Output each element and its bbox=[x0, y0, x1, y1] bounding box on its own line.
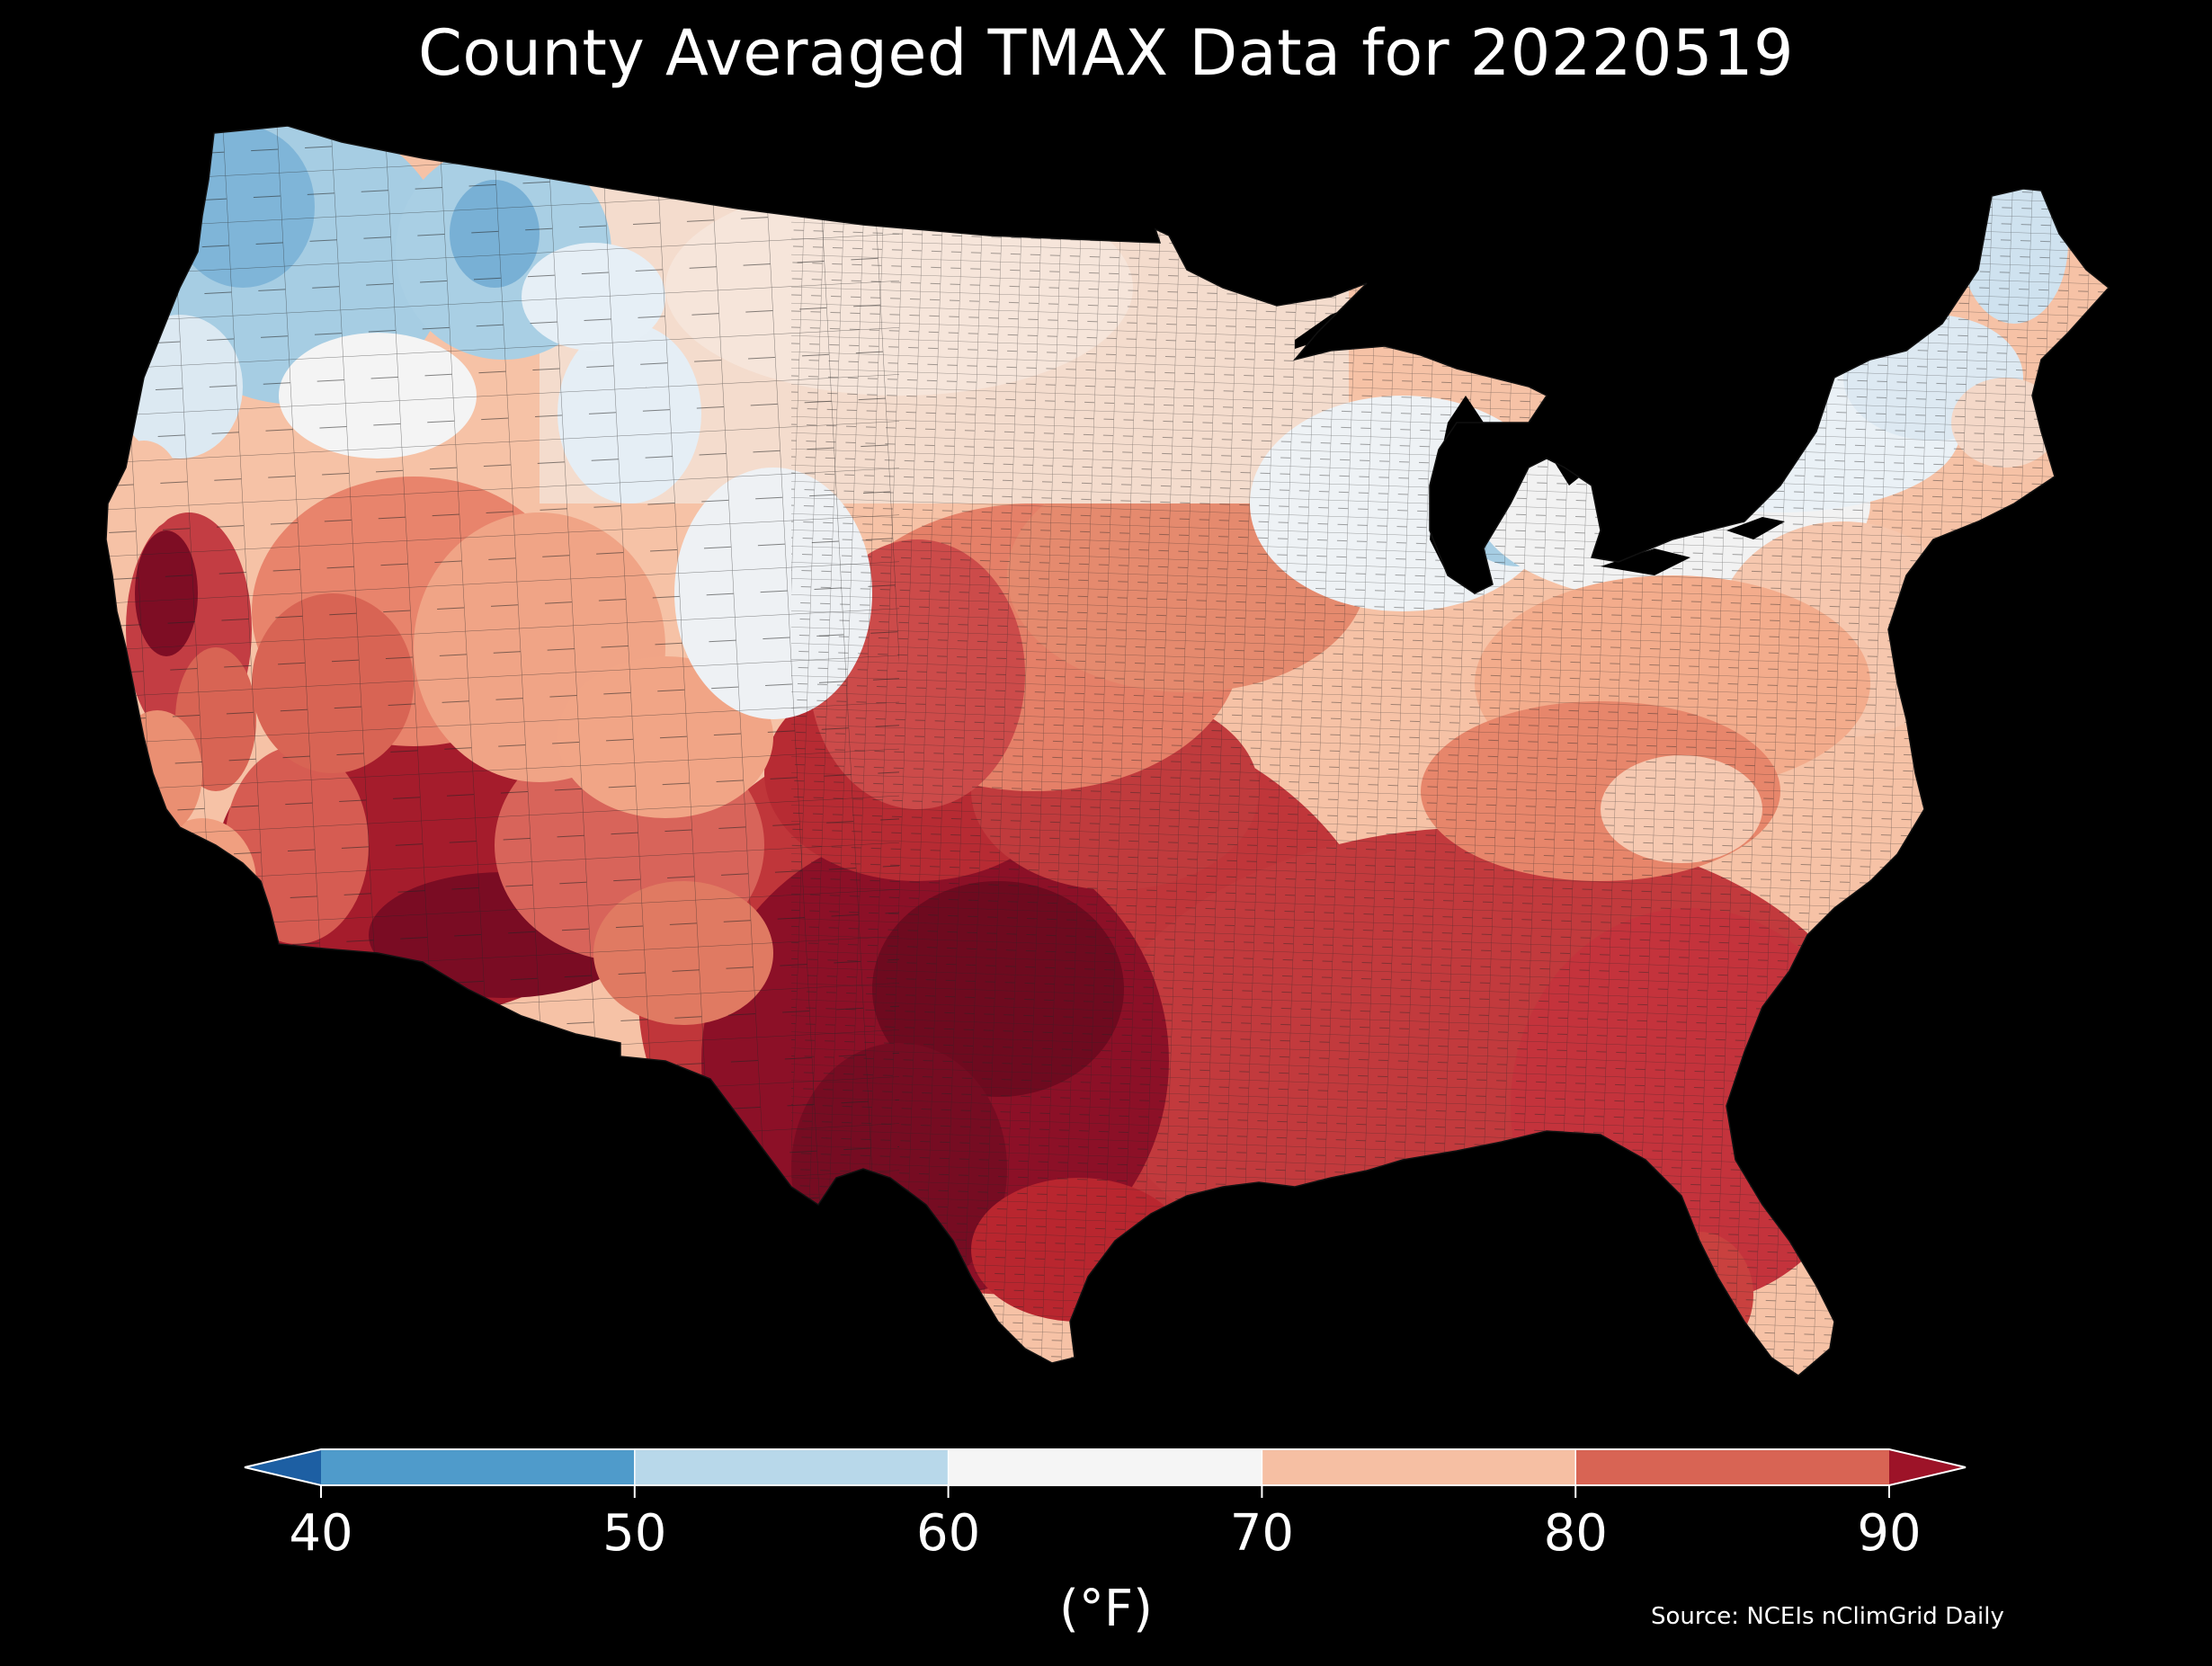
colorbar-bin-0 bbox=[245, 1449, 321, 1485]
colorbar-bin-4 bbox=[1262, 1449, 1576, 1485]
colorbar-tick-label: 50 bbox=[602, 1504, 666, 1563]
colorbar-bin-5 bbox=[1575, 1449, 1889, 1485]
colorbar-unit-label: (°F) bbox=[1059, 1580, 1153, 1638]
colorbar-tick-label: 40 bbox=[289, 1504, 352, 1563]
colorbar-tick-label: 90 bbox=[1857, 1504, 1921, 1563]
colorbar-tick-label: 70 bbox=[1230, 1504, 1294, 1563]
colorbar-bins bbox=[244, 1448, 1967, 1486]
colorbar-bin-3 bbox=[948, 1449, 1262, 1485]
colorbar-bin-1 bbox=[321, 1449, 635, 1485]
colorbar-tick-label: 80 bbox=[1544, 1504, 1608, 1563]
map-title: County Averaged TMAX Data for 20220519 bbox=[417, 16, 1795, 90]
colorbar-tick-label: 60 bbox=[916, 1504, 980, 1563]
source-credit: Source: NCEIs nClimGrid Daily bbox=[1651, 1603, 2004, 1630]
us-county-tmax-map bbox=[105, 125, 2110, 1376]
colorbar-ticks: 40 50 60 70 80 90 bbox=[289, 1485, 1922, 1563]
colorbar-bin-6 bbox=[1889, 1449, 1966, 1485]
colorbar-bin-2 bbox=[634, 1449, 949, 1485]
